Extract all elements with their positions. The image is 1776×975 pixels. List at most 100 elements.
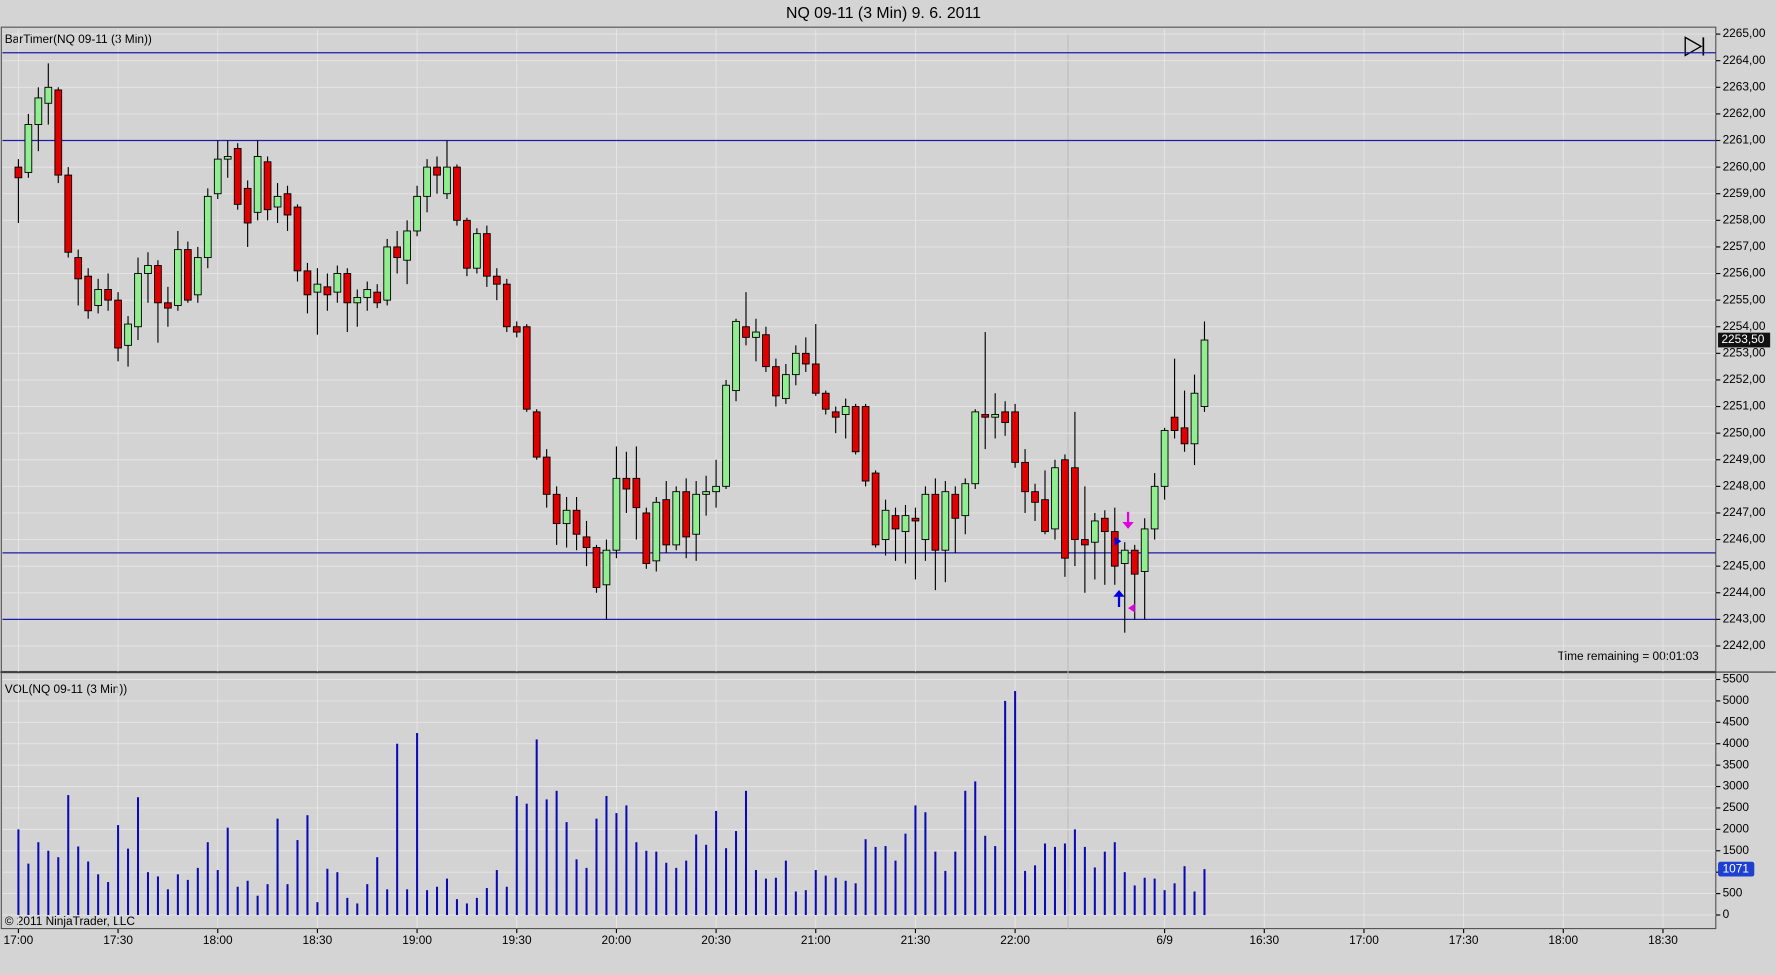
- candle-body: [562, 509, 571, 525]
- y-tick-label: 2254,00: [1723, 319, 1766, 333]
- volume-bar: [206, 842, 209, 915]
- volume-bar: [27, 863, 30, 915]
- volume-bar: [366, 884, 369, 915]
- candle-body: [453, 166, 461, 221]
- volume-bar: [944, 870, 947, 915]
- volume-bar: [1014, 691, 1017, 915]
- y-tick-label: 2252,00: [1723, 372, 1766, 386]
- candle-body: [772, 366, 780, 397]
- candle-body: [363, 289, 372, 298]
- candle-body: [522, 326, 531, 410]
- candle-body: [34, 97, 43, 125]
- volume-bar: [824, 875, 827, 915]
- candle-body: [702, 491, 710, 495]
- volume-bar: [884, 846, 887, 915]
- volume-bar: [874, 846, 877, 915]
- y-tick-label: 3500: [1723, 757, 1750, 771]
- volume-bar: [725, 848, 728, 915]
- volume-bar: [1053, 846, 1056, 915]
- volume-bar: [754, 870, 757, 915]
- candle-body: [831, 411, 840, 418]
- y-tick-label: 4500: [1723, 714, 1750, 728]
- candle-body: [662, 499, 671, 546]
- volume-bar: [47, 850, 50, 915]
- candle-body: [1061, 459, 1069, 559]
- volume-bar: [685, 860, 688, 915]
- candle-body: [502, 283, 511, 328]
- candle-body: [492, 275, 501, 285]
- x-tick-label: 22:00: [1000, 933, 1030, 947]
- x-tick-label: 21:00: [801, 933, 831, 947]
- volume-bar: [894, 860, 897, 915]
- volume-bar: [1103, 851, 1106, 915]
- volume-bar: [276, 818, 279, 915]
- volume-bar: [196, 867, 199, 915]
- candle-body: [632, 477, 641, 509]
- volume-bar: [625, 805, 628, 915]
- candle-body: [961, 483, 970, 517]
- y-tick-label: 2243,00: [1723, 612, 1766, 626]
- y-tick-label: 2248,00: [1723, 478, 1766, 492]
- volume-bar: [864, 839, 867, 915]
- x-tick-label: 20:30: [701, 933, 731, 947]
- candle-body: [901, 515, 910, 533]
- volume-bar: [386, 889, 389, 915]
- volume-bar: [67, 795, 70, 915]
- volume-bar: [1113, 842, 1116, 915]
- volume-bar: [505, 886, 508, 915]
- y-tick-label: 2263,00: [1723, 79, 1766, 93]
- candle-body: [851, 406, 860, 453]
- volume-bar: [525, 803, 528, 915]
- candle-body: [801, 352, 810, 365]
- volume-bar: [595, 818, 598, 915]
- copyright: © 2011 NinjaTrader, LLC: [5, 914, 136, 928]
- volume-bar: [924, 812, 927, 915]
- entry-marker: [1114, 536, 1122, 546]
- volume-bar: [565, 822, 568, 915]
- y-tick-label: 1500: [1723, 843, 1750, 857]
- volume-bar: [974, 781, 977, 915]
- candle-body: [512, 326, 521, 333]
- candle-body: [931, 493, 940, 551]
- candle-body: [1001, 411, 1009, 423]
- candle-body: [881, 509, 890, 541]
- candle-body: [592, 547, 601, 588]
- candle-body: [682, 491, 691, 538]
- candle-body: [223, 156, 232, 160]
- candle-body: [323, 286, 332, 296]
- volume-bar: [445, 878, 449, 915]
- candle-body: [164, 302, 172, 309]
- volume-bar: [665, 862, 668, 915]
- play-triangle[interactable]: [1684, 36, 1703, 57]
- volume-bar: [1063, 843, 1066, 915]
- y-tick-label: 2245,00: [1723, 558, 1766, 572]
- volume-panel: [0, 672, 1717, 930]
- volume-bar: [1183, 866, 1186, 915]
- y-tick-label: 2264,00: [1723, 53, 1766, 67]
- last-volume-label: 1071: [1723, 861, 1750, 875]
- volume-bar: [914, 805, 917, 915]
- volume-bar: [226, 827, 229, 915]
- volume-bar: [1004, 700, 1007, 915]
- candle-body: [572, 509, 581, 535]
- volume-bar: [396, 743, 399, 915]
- y-tick-label: 2259,00: [1723, 186, 1766, 200]
- y-tick-label: 2260,00: [1723, 159, 1766, 173]
- volume-bar: [495, 870, 498, 915]
- candle-body: [423, 166, 431, 197]
- candle-body: [94, 289, 102, 306]
- volume-bar: [715, 810, 718, 915]
- volume-bar: [475, 897, 478, 915]
- candle-body: [542, 456, 551, 495]
- y-tick-label: 3000: [1723, 779, 1750, 793]
- volume-bar: [336, 872, 339, 915]
- x-tick-label: 18:00: [203, 933, 233, 947]
- volume-bar: [904, 833, 907, 915]
- volume-bar: [117, 825, 120, 915]
- candle-body: [692, 493, 701, 535]
- candle-body: [263, 161, 272, 211]
- volume-bar: [216, 870, 219, 915]
- volume-bar: [655, 851, 658, 915]
- y-tick-label: 2247,00: [1723, 505, 1766, 519]
